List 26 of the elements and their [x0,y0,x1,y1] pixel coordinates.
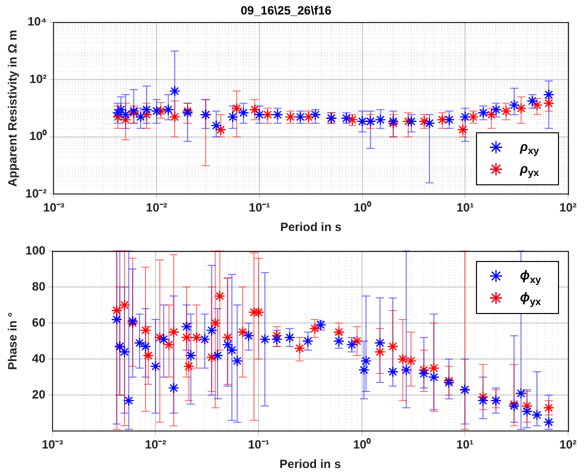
x-tick-label: 10⁻³ [43,200,64,215]
x-tick-label: 10⁻³ [42,438,64,452]
x-tick-label: 10⁻¹ [248,438,270,452]
x-tick-label: 10¹ [456,200,474,215]
y-tick-label: 100 [25,243,46,258]
x-axis-title: Period in s [280,220,342,234]
y-tick-label: 10⁻² [25,186,47,201]
x-tick-label: 10⁻² [144,438,166,452]
y-axis-title: Phase in ° [6,312,20,370]
x-tick-label: 10² [559,438,577,452]
y-tick-label: 10⁴ [27,14,47,29]
y-tick-label: 60 [32,315,46,330]
x-tick-label: 10² [559,200,577,215]
y-axis-title: Apparent Resistivity in Ω m [6,30,20,187]
y-tick-label: 20 [32,387,46,402]
x-axis-title: Period in s [280,457,342,472]
y-tick-label: 10⁰ [29,129,48,144]
y-tick-label: 10² [29,72,47,86]
x-tick-label: 10⁰ [354,200,372,215]
y-tick-label: 40 [32,351,46,366]
x-tick-label: 10⁰ [353,438,372,452]
x-tick-label: 10¹ [456,438,474,452]
y-tick-label: 80 [32,279,46,294]
chart-title: 09_16\25_26\f16 [240,4,332,18]
x-tick-label: 10⁻² [146,200,168,215]
x-tick-label: 10⁻¹ [248,200,270,215]
